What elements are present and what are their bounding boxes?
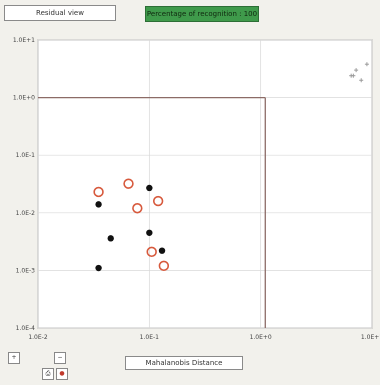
y-tick-label: 1.0E-4 [16, 325, 35, 332]
point-filled [146, 229, 153, 236]
point-open [146, 246, 157, 258]
y-tick-label: 1.0E+0 [13, 95, 35, 102]
plot-area [37, 39, 373, 329]
y-tick-label: 1.0E-1 [16, 152, 35, 159]
point-open [123, 178, 134, 189]
point-filled [146, 184, 153, 192]
zoom-out-icon[interactable]: − [54, 352, 66, 364]
view-mode-selector[interactable]: Residual view [4, 5, 116, 21]
point-filled [95, 264, 102, 272]
chart-toolbar: + − ⎙ ● [8, 352, 68, 382]
y-tick-labels: 1.0E-4 1.0E-3 1.0E-2 1.0E-1 1.0E+0 1.0E+1 [13, 37, 35, 332]
y-tick-label: 1.0E-3 [16, 267, 35, 274]
threshold-frame [38, 96, 266, 328]
point-plus [351, 73, 356, 78]
point-filled [95, 201, 102, 208]
point-open [152, 195, 164, 207]
x-tick-label: 1.0E-1 [140, 334, 159, 341]
reset-icon[interactable]: ● [56, 368, 68, 380]
point-plus [364, 62, 369, 67]
x-tick-label: 1.0E+1 [361, 334, 380, 341]
x-tick-label: 1.0E+0 [250, 334, 272, 341]
y-tick-label: 1.0E-2 [16, 210, 35, 217]
point-plus [359, 78, 364, 83]
point-open [132, 203, 143, 214]
data-points [93, 62, 369, 272]
point-filled [107, 235, 114, 242]
zoom-in-icon[interactable]: + [8, 352, 20, 364]
x-tick-labels: 1.0E-2 1.0E-1 1.0E+0 1.0E+1 [28, 334, 380, 341]
recognition-percentage-badge: Percentage of recognition : 100 [145, 6, 259, 22]
print-icon[interactable]: ⎙ [42, 368, 54, 380]
point-open [93, 186, 104, 198]
point-open [158, 260, 170, 272]
x-tick-label: 1.0E-2 [28, 334, 47, 341]
grid-lines [37, 39, 373, 329]
x-axis-label-button[interactable]: Mahalanobis Distance [125, 356, 243, 370]
point-filled [158, 247, 166, 254]
point-plus [354, 68, 359, 73]
y-tick-label: 1.0E+1 [13, 37, 35, 44]
